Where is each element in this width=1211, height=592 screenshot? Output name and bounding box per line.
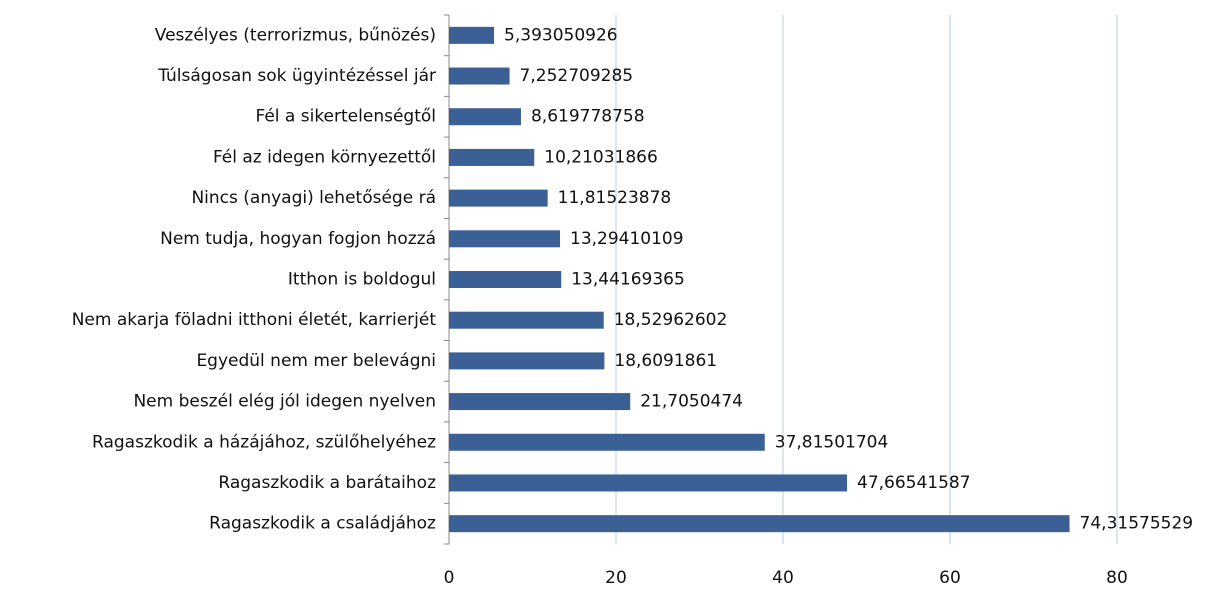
data-label: 8,619778758 bbox=[531, 107, 645, 127]
x-tick-label: 40 bbox=[772, 568, 794, 588]
data-label: 37,81501704 bbox=[775, 432, 889, 452]
bar bbox=[449, 67, 510, 85]
data-label: 18,6091861 bbox=[614, 351, 717, 371]
bar bbox=[449, 311, 604, 329]
y-tick-label: Fél az idegen környezettől bbox=[213, 147, 436, 167]
bar bbox=[449, 474, 848, 492]
bar bbox=[449, 189, 548, 207]
x-tick-label: 80 bbox=[1106, 568, 1128, 588]
y-tick-label: Veszélyes (terrorizmus, bűnözés) bbox=[155, 25, 436, 45]
data-label: 11,81523878 bbox=[558, 188, 672, 208]
data-label: 5,393050926 bbox=[504, 25, 618, 45]
y-tick-label: Túlságosan sok ügyintézéssel jár bbox=[157, 66, 436, 86]
x-tick-label: 0 bbox=[444, 568, 455, 588]
y-tick-label: Nem tudja, hogyan fogjon hozzá bbox=[160, 229, 436, 249]
y-tick-label: Nincs (anyagi) lehetősége rá bbox=[191, 188, 436, 208]
bar bbox=[449, 515, 1070, 533]
bar bbox=[449, 433, 765, 451]
bar bbox=[449, 148, 535, 166]
y-tick-label: Ragaszkodik a családjához bbox=[209, 514, 436, 534]
bar bbox=[449, 352, 605, 370]
y-tick-label: Ragaszkodik a barátaihoz bbox=[218, 473, 436, 493]
y-tick-label: Fél a sikertelenségtől bbox=[255, 107, 436, 127]
data-label: 10,21031866 bbox=[544, 147, 658, 167]
data-label: 7,252709285 bbox=[520, 66, 634, 86]
bar bbox=[449, 26, 495, 44]
bar bbox=[449, 271, 562, 288]
y-tick-label: Itthon is boldogul bbox=[288, 270, 436, 290]
data-label: 74,31575529 bbox=[1080, 514, 1194, 534]
data-label: 13,44169365 bbox=[571, 270, 685, 290]
y-tick-label: Ragaszkodik a házájához, szülőhelyéhez bbox=[92, 432, 436, 452]
y-tick-label: Nem akarja föladni itthoni életét, karri… bbox=[72, 310, 437, 330]
data-label: 13,29410109 bbox=[570, 229, 684, 249]
y-tick-label: Egyedül nem mer belevágni bbox=[196, 351, 436, 371]
data-label: 18,52962602 bbox=[614, 310, 728, 330]
x-tick-label: 20 bbox=[605, 568, 627, 588]
data-label: 21,7050474 bbox=[640, 392, 743, 412]
x-tick-label: 60 bbox=[939, 568, 961, 588]
bar bbox=[449, 393, 631, 411]
y-tick-label: Nem beszél elég jól idegen nyelven bbox=[133, 392, 436, 412]
data-label: 47,66541587 bbox=[857, 473, 971, 493]
bar bbox=[449, 108, 521, 126]
bar bbox=[449, 230, 561, 248]
